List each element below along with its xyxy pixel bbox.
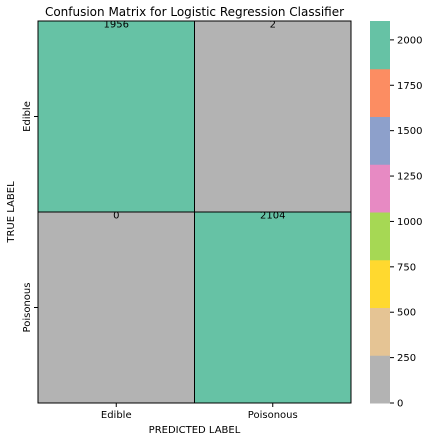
colorbar-segment: [370, 164, 390, 212]
colorbar-tick-label: 1250: [397, 172, 422, 183]
colorbar-segment: [370, 260, 390, 308]
chart-title: Confusion Matrix for Logistic Regression…: [45, 5, 344, 19]
colorbar-tick-label: 250: [397, 353, 416, 364]
colorbar-segment: [370, 117, 390, 165]
colorbar: 0 250 500 750 1000 1250 1500 1750 2000: [370, 21, 422, 410]
heatmap-cell: [38, 21, 195, 212]
heatmap-cell: [38, 212, 195, 403]
x-tick-label: Edible: [101, 410, 132, 421]
heatmap-cell: [195, 21, 352, 212]
y-tick-label: Poisonous: [22, 283, 33, 333]
heatmap-cell: [195, 212, 352, 403]
colorbar-tick-label: 1000: [397, 217, 422, 228]
colorbar-segment: [370, 355, 390, 403]
cell-value-label: 1956: [104, 20, 129, 31]
x-tick-labels: Edible Poisonous: [101, 403, 298, 421]
x-axis-label: PREDICTED LABEL: [149, 425, 241, 436]
x-tick-label: Poisonous: [248, 410, 298, 421]
colorbar-tick-label: 500: [397, 308, 416, 319]
colorbar-segment: [370, 69, 390, 117]
colorbar-tick-label: 2000: [397, 35, 422, 46]
colorbar-tick-label: 750: [397, 262, 416, 273]
y-axis-label: TRUE LABEL: [6, 181, 17, 244]
y-tick-labels: Edible Poisonous: [22, 101, 38, 332]
y-tick-label: Edible: [22, 101, 33, 132]
heatmap-cells: [38, 21, 351, 403]
colorbar-tick-label: 1500: [397, 126, 422, 137]
colorbar-tick-label: 1750: [397, 81, 422, 92]
cell-value-label: 2: [270, 20, 276, 31]
colorbar-segment: [370, 212, 390, 260]
colorbar-segment: [370, 308, 390, 356]
cell-value-label: 2104: [260, 211, 285, 222]
colorbar-segment: [370, 21, 390, 69]
cell-value-label: 0: [113, 211, 119, 222]
colorbar-tick-label: 0: [397, 399, 403, 410]
